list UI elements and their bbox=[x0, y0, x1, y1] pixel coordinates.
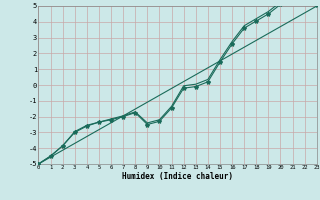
X-axis label: Humidex (Indice chaleur): Humidex (Indice chaleur) bbox=[122, 172, 233, 181]
